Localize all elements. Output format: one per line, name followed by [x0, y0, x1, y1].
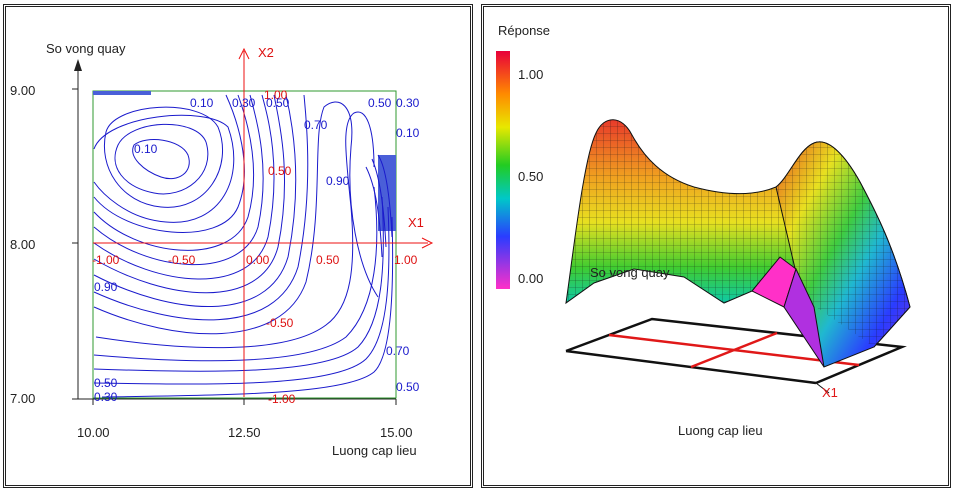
- contour-label: 0.30: [232, 96, 256, 110]
- contour-label: 0.30: [94, 390, 118, 404]
- y-tick-label: 7.00: [10, 391, 35, 406]
- x-tick-label: 15.00: [380, 425, 413, 440]
- y-tick-label: 8.00: [10, 237, 35, 252]
- x2-axis-name: X2: [258, 45, 274, 60]
- x1-axis-name: X1: [822, 385, 838, 400]
- contour-label: 0.50: [368, 96, 392, 110]
- y-axis-label: So vong quay: [46, 41, 126, 56]
- contour-label: 0.50: [396, 380, 420, 394]
- low-region-fill: [93, 91, 151, 95]
- contour-label: 0.50: [94, 376, 118, 390]
- y-axis-label: So vong quay: [590, 265, 670, 280]
- x1-coded-label: -0.50: [168, 253, 196, 267]
- contour-label: 0.10: [396, 126, 420, 140]
- contour-label: 0.90: [94, 280, 118, 294]
- x2-coded-label: 1.00: [264, 88, 288, 102]
- x-axis-label: Luong cap lieu: [678, 423, 763, 438]
- x1-coded-label: 0.00: [246, 253, 270, 267]
- x1-coded-label: 0.50: [316, 253, 340, 267]
- contour-label: 0.50: [266, 96, 290, 110]
- response-surface: [565, 119, 911, 368]
- contour-plot: So vong quay 9.00 8.00 7.00 10.00 12.50 …: [10, 41, 434, 458]
- contour-label: 0.30: [396, 96, 420, 110]
- contour-label: 0.10: [190, 96, 214, 110]
- contour-label: 0.70: [304, 118, 328, 132]
- y-tick-label: 9.00: [10, 83, 35, 98]
- colorbar-title: Réponse: [498, 23, 550, 38]
- contour-panel: So vong quay 9.00 8.00 7.00 10.00 12.50 …: [3, 4, 473, 488]
- x1-axis-arrow: [421, 237, 434, 249]
- colorbar-tick: 0.50: [518, 169, 543, 184]
- surface-panel: Réponse 1.00 0.50 0.00 X1 Luong cap lieu…: [481, 4, 951, 488]
- x2-axis-arrow: [238, 47, 250, 60]
- colorbar-tick: 1.00: [518, 67, 543, 82]
- x1-coded-label: -1.00: [92, 253, 120, 267]
- base-plane: [565, 317, 907, 394]
- colorbar-tick: 0.00: [518, 271, 543, 286]
- x1-coded-label: 1.00: [394, 253, 418, 267]
- x1-axis-name: X1: [408, 215, 424, 230]
- x-tick-label: 10.00: [77, 425, 110, 440]
- x2-coded-label: -1.00: [268, 392, 296, 406]
- surface-plot: Réponse 1.00 0.50 0.00 X1 Luong cap lieu…: [496, 23, 911, 438]
- x2-coded-label: 0.50: [268, 164, 292, 178]
- x2-coded-label: -0.50: [266, 316, 294, 330]
- contour-label: 0.10: [134, 142, 158, 156]
- x-tick-label: 12.50: [228, 425, 261, 440]
- x-axis-label: Luong cap lieu: [332, 443, 417, 458]
- contour-lines: [93, 94, 394, 398]
- contour-label: 0.70: [386, 344, 410, 358]
- y-axis-arrow: [74, 59, 82, 71]
- colorbar: [496, 51, 510, 289]
- contour-label: 0.90: [326, 174, 350, 188]
